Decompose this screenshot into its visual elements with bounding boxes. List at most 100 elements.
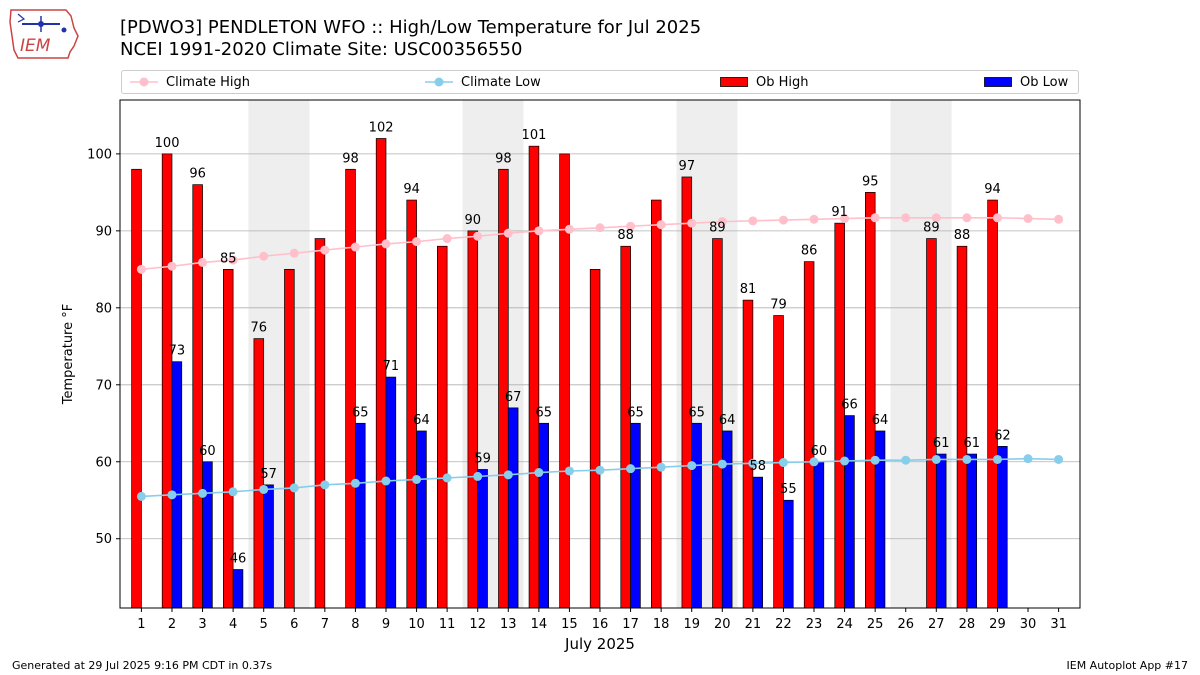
ob-high-bar <box>681 176 693 609</box>
ob-high-bar <box>865 192 876 609</box>
climate-low-point <box>748 458 758 468</box>
ob-low-bar <box>691 422 702 609</box>
ob-low-label: 60 <box>199 444 216 459</box>
x-tick-label: 20 <box>714 617 731 632</box>
climate-low-point <box>1023 454 1033 464</box>
ob-high-label: 85 <box>220 251 237 266</box>
ob-low-label: 58 <box>749 459 766 474</box>
ob-high-bar <box>406 199 417 609</box>
ob-high-label: 98 <box>342 151 359 166</box>
ob-high-label: 96 <box>189 167 206 182</box>
climate-high-point <box>962 213 972 223</box>
ob-low-bar <box>721 430 733 609</box>
climate-high-point <box>656 220 666 230</box>
climate-low-point <box>992 454 1002 464</box>
ob-low-bar <box>263 484 274 609</box>
ob-high-bar <box>987 199 998 609</box>
iowa-state-logo-icon: IEM <box>9 9 79 59</box>
ob-high-bar <box>437 245 448 609</box>
x-tick-label: 8 <box>351 617 359 632</box>
ob-low-label: 59 <box>474 451 491 466</box>
ob-high-label: 76 <box>251 321 268 336</box>
y-axis-label: Temperature °F <box>61 304 76 405</box>
ob-high-bar <box>345 168 356 609</box>
ob-low-label: 71 <box>383 359 400 374</box>
x-tick-label: 23 <box>806 617 823 632</box>
climate-low-point <box>901 455 911 465</box>
ob-high-bar <box>467 230 479 609</box>
legend-ob-low: Ob Low <box>984 71 1068 93</box>
ob-low-label: 60 <box>811 444 828 459</box>
ob-low-bar <box>752 476 763 609</box>
x-tick-label: 4 <box>229 617 237 632</box>
climate-high-point <box>1054 214 1064 224</box>
ob-high-label: 88 <box>617 228 634 243</box>
ob-high-label: 79 <box>770 298 787 313</box>
ob-high-label: 95 <box>862 174 879 189</box>
climate-low-point <box>564 466 574 476</box>
x-tick-label: 17 <box>622 617 639 632</box>
ob-high-label: 100 <box>155 136 180 151</box>
ob-low-bar <box>355 422 366 609</box>
climate-low-point <box>136 491 146 501</box>
x-tick-label: 18 <box>653 617 670 632</box>
climate-high-point <box>442 234 452 244</box>
ob-high-bar <box>926 238 937 609</box>
climate-high-point <box>534 226 544 236</box>
ob-low-label: 65 <box>352 405 369 420</box>
ob-high-bar <box>284 268 295 609</box>
legend-ob-high: Ob High <box>720 71 809 93</box>
climate-low-point <box>228 487 238 497</box>
climate-high-point <box>136 264 146 274</box>
ob-high-bar <box>589 268 601 609</box>
legend-label: Ob High <box>756 74 809 90</box>
climate-high-point <box>748 216 758 226</box>
climate-low-point <box>198 488 208 498</box>
ob-low-label: 64 <box>413 413 430 428</box>
ob-high-label: 101 <box>522 128 547 143</box>
ob-low-label: 46 <box>230 552 247 567</box>
ob-low-bar <box>416 430 427 609</box>
ob-high-bar <box>742 299 754 609</box>
ob-high-label: 98 <box>495 151 512 166</box>
ob-low-bar <box>813 461 825 609</box>
climate-high-point <box>228 255 238 265</box>
climate-low-point <box>595 465 605 475</box>
climate-high-point <box>564 224 574 234</box>
climate-low-point <box>381 476 391 486</box>
climate-lines <box>136 213 1064 501</box>
x-tick-label: 26 <box>897 617 914 632</box>
climate-low-point <box>656 462 666 472</box>
climate-high-point <box>717 217 727 227</box>
ob-low-bar <box>997 446 1008 609</box>
ob-low-label: 65 <box>688 405 705 420</box>
climate-low-point <box>687 461 697 471</box>
x-tick-label: 16 <box>592 617 609 632</box>
climate-low-point <box>931 454 941 464</box>
y-tick-label: 90 <box>95 224 112 239</box>
ob-low-bar <box>844 415 855 609</box>
ob-high-bar <box>314 238 326 609</box>
legend-climate-low: Climate Low <box>425 71 541 93</box>
x-tick-label: 5 <box>260 617 268 632</box>
iem-logo: IEM <box>8 6 82 60</box>
y-tick-label: 100 <box>87 147 112 162</box>
x-tick-label: 31 <box>1050 617 1067 632</box>
climate-high-point <box>167 261 177 271</box>
x-tick-label: 11 <box>439 617 456 632</box>
legend: Climate High Climate Low Ob High Ob Low <box>121 70 1079 94</box>
chart-subtitle: NCEI 1991-2020 Climate Site: USC00356550 <box>120 39 523 60</box>
ob-high-label: 86 <box>801 244 818 259</box>
climate-low-point <box>534 468 544 478</box>
x-tick-label: 6 <box>290 617 298 632</box>
ob-high-bar <box>131 168 142 609</box>
legend-bar-swatch-icon <box>984 77 1012 87</box>
climate-high-point <box>809 214 819 224</box>
climate-high-point <box>595 223 605 233</box>
legend-label: Climate High <box>166 74 251 90</box>
climate-high-point <box>901 213 911 223</box>
ob-low-label: 73 <box>169 344 186 359</box>
ob-high-bar <box>956 245 968 609</box>
climate-low-point <box>350 478 360 488</box>
ob-low-label: 64 <box>719 413 736 428</box>
